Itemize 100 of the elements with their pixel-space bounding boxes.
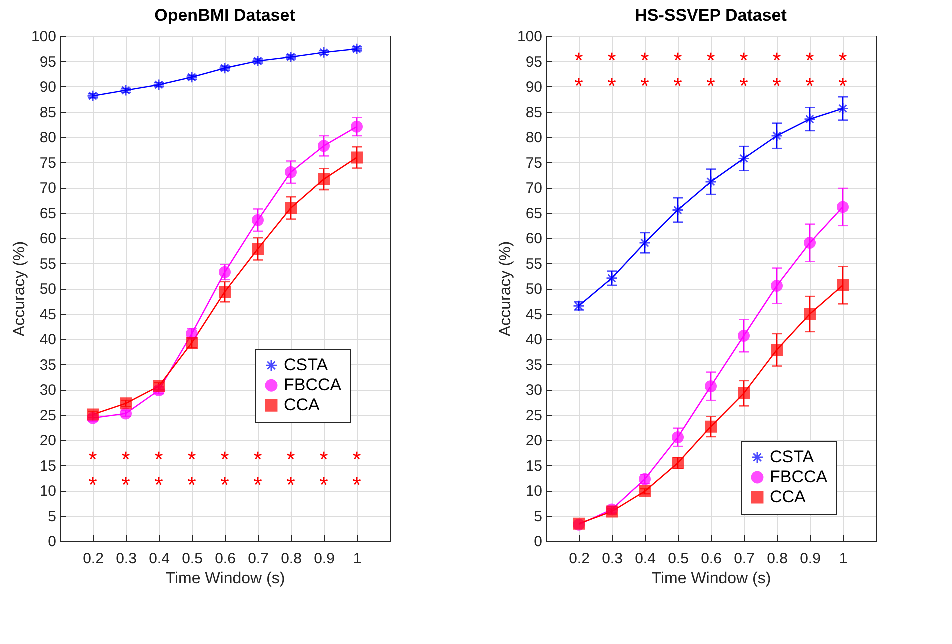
annotation: * xyxy=(122,472,131,498)
y-tick-label: 25 xyxy=(526,407,542,424)
legend-label: CSTA xyxy=(770,448,815,466)
y-tick-label: 100 xyxy=(517,28,542,46)
annotation: * xyxy=(254,472,263,498)
x-tick-label: 1 xyxy=(839,550,848,568)
y-tick-label: 30 xyxy=(526,382,542,399)
y-axis-title: Accuracy (%) xyxy=(11,241,28,337)
annotation: * xyxy=(674,48,683,74)
x-tick-label: 0.7 xyxy=(734,550,755,568)
y-tick-label: 60 xyxy=(526,230,542,248)
y-tick-label: 60 xyxy=(40,230,56,248)
annotation: * xyxy=(188,472,197,498)
x-tick-label: 0.7 xyxy=(248,550,269,568)
annotation: * xyxy=(220,472,230,498)
y-tick-label: 55 xyxy=(526,256,542,273)
x-tick-label: 0.5 xyxy=(668,550,689,568)
y-tick-label: 80 xyxy=(526,130,542,146)
y-tick-label: 80 xyxy=(40,130,56,146)
annotation: * xyxy=(188,447,197,472)
annotation: * xyxy=(286,472,296,498)
legend-label: FBCCA xyxy=(770,468,828,486)
y-tick-label: 10 xyxy=(40,483,56,500)
x-tick-label: 0.3 xyxy=(602,550,623,568)
annotation: * xyxy=(574,48,584,74)
annotation: * xyxy=(838,48,848,74)
annotation: * xyxy=(838,73,848,98)
y-tick-label: 50 xyxy=(40,281,56,298)
x-tick-label: 0.3 xyxy=(116,550,137,568)
y-tick-label: 85 xyxy=(526,104,542,122)
annotation: * xyxy=(640,73,650,98)
y-tick-label: 90 xyxy=(526,79,542,96)
y-tick-label: 35 xyxy=(526,356,542,374)
y-tick-label: 15 xyxy=(526,458,542,475)
y-tick-label: 5 xyxy=(534,508,542,526)
annotation: * xyxy=(220,447,230,472)
annotation: * xyxy=(772,73,782,98)
annotation: * xyxy=(352,472,362,498)
x-tick-label: 0.6 xyxy=(701,550,722,568)
annotation: * xyxy=(706,73,716,98)
annotation: * xyxy=(122,447,131,472)
y-tick-label: 45 xyxy=(40,306,56,324)
annotation: * xyxy=(706,48,716,74)
y-tick-label: 35 xyxy=(40,356,56,374)
annotation: * xyxy=(608,73,617,98)
x-tick-label: 0.2 xyxy=(83,550,104,568)
y-tick-label: 40 xyxy=(526,332,542,348)
y-tick-label: 95 xyxy=(526,54,542,71)
y-tick-label: 70 xyxy=(40,180,56,197)
annotation: * xyxy=(608,48,617,74)
x-tick-label: 0.8 xyxy=(281,550,302,568)
y-tick-label: 65 xyxy=(526,205,542,222)
y-tick-label: 40 xyxy=(40,332,56,348)
annotation: * xyxy=(674,73,683,98)
chart-title: HS-SSVEP Dataset xyxy=(635,6,788,25)
annotation: * xyxy=(574,73,584,98)
y-tick-label: 20 xyxy=(526,432,542,450)
chart-title: OpenBMI Dataset xyxy=(154,6,296,25)
x-tick-label: 1 xyxy=(353,550,362,568)
y-tick-label: 90 xyxy=(40,79,56,96)
y-tick-label: 45 xyxy=(526,306,542,324)
legend-label: FBCCA xyxy=(284,376,342,395)
annotation: * xyxy=(88,472,98,498)
annotation: * xyxy=(806,48,815,74)
annotation: * xyxy=(88,447,98,472)
x-tick-label: 0.9 xyxy=(314,550,335,568)
annotation: * xyxy=(740,48,749,74)
annotation: * xyxy=(320,472,329,498)
y-tick-label: 10 xyxy=(526,483,542,500)
x-tick-label: 0.8 xyxy=(767,550,788,568)
y-tick-label: 25 xyxy=(40,407,56,424)
y-axis-title: Accuracy (%) xyxy=(497,241,514,337)
x-tick-label: 0.5 xyxy=(182,550,203,568)
y-tick-label: 15 xyxy=(40,458,56,475)
y-tick-label: 0 xyxy=(48,534,56,550)
legend-label: CCA xyxy=(284,396,321,415)
y-tick-label: 100 xyxy=(31,28,56,46)
annotation: * xyxy=(254,447,263,472)
x-axis-title: Time Window (s) xyxy=(652,570,772,588)
legend-label: CSTA xyxy=(284,356,329,375)
x-axis-title: Time Window (s) xyxy=(166,570,286,588)
y-tick-label: 50 xyxy=(526,281,542,298)
annotation: * xyxy=(286,447,296,472)
y-tick-label: 55 xyxy=(40,256,56,273)
annotation: * xyxy=(806,73,815,98)
annotation: * xyxy=(740,73,749,98)
x-tick-label: 0.4 xyxy=(149,550,170,568)
x-tick-label: 0.4 xyxy=(635,550,656,568)
y-tick-label: 30 xyxy=(40,382,56,399)
y-tick-label: 85 xyxy=(40,104,56,122)
annotation: * xyxy=(640,48,650,74)
y-tick-label: 70 xyxy=(526,180,542,197)
y-tick-label: 75 xyxy=(40,154,56,172)
annotation: * xyxy=(772,48,782,74)
annotation: * xyxy=(320,447,329,472)
y-tick-label: 5 xyxy=(48,508,56,526)
y-tick-label: 95 xyxy=(40,54,56,71)
annotation: * xyxy=(154,447,164,472)
x-tick-label: 0.6 xyxy=(215,550,236,568)
y-tick-label: 20 xyxy=(40,432,56,450)
